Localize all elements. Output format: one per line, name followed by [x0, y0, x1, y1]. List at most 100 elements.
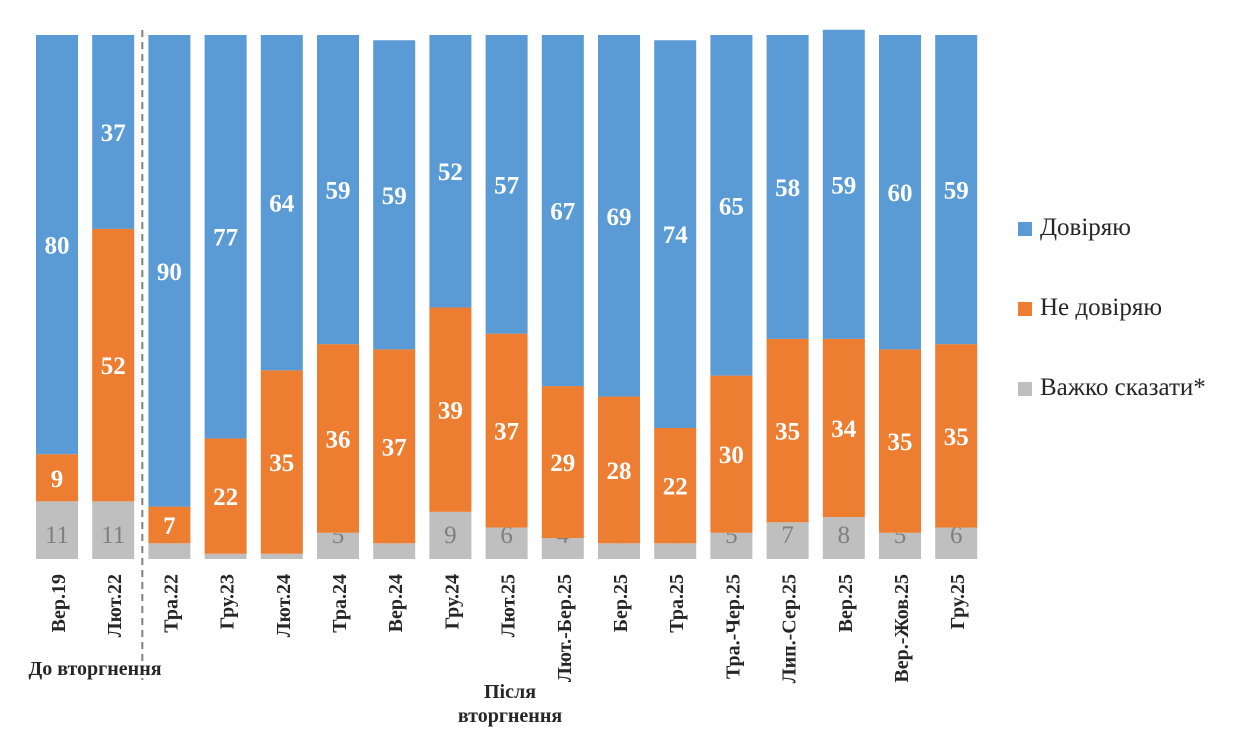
category-label: Лют.24: [273, 574, 295, 637]
category-label: Лют.22: [104, 574, 126, 637]
bar-segment: [710, 375, 753, 533]
group-label-after-invasion: Після вторгнення: [457, 681, 563, 727]
data-label: 8: [838, 522, 851, 549]
data-label: 35: [775, 419, 800, 446]
bar-segment: [92, 501, 135, 559]
bar-segment: [766, 522, 809, 559]
bar-segment: [36, 454, 78, 502]
bar-segment: [260, 35, 303, 371]
data-label: 22: [213, 484, 238, 511]
bar-segment: [92, 35, 135, 229]
legend-label-trust: Довіряю: [1040, 214, 1131, 241]
bar-segment: [429, 511, 472, 559]
bar-segment: [148, 506, 191, 544]
bar-segment: [879, 532, 921, 559]
data-label: 37: [101, 120, 126, 147]
bar-segment: [260, 370, 303, 554]
bar-segment: [654, 543, 697, 559]
bar-segment: [148, 35, 191, 507]
bar-segment: [204, 35, 247, 439]
data-label: 36: [326, 426, 351, 453]
data-label: 6: [950, 522, 963, 549]
bar-segment: [598, 35, 640, 397]
legend-swatch-hard-to-say: [1018, 382, 1032, 396]
bar-segment: [879, 35, 921, 350]
data-label: 35: [944, 424, 969, 451]
bar-segment: [935, 344, 978, 528]
data-label: 52: [438, 159, 463, 186]
category-label: Тра.25: [666, 574, 688, 633]
category-label: Лют.-Бер.25: [554, 574, 576, 682]
bar-segment: [36, 35, 78, 455]
category-label: Вер.19: [48, 574, 70, 632]
bar-segment: [148, 543, 191, 559]
bar-segment: [822, 29, 865, 339]
data-label: 9: [51, 466, 64, 493]
data-label: 67: [550, 199, 575, 226]
data-label: 60: [888, 180, 913, 207]
data-label: 77: [213, 225, 238, 252]
data-label: 7: [781, 522, 794, 549]
bar-segment: [766, 338, 809, 523]
bar-segment: [204, 553, 247, 559]
bar-segment: [710, 532, 753, 559]
category-label: Тра.-Чер.25: [722, 574, 744, 679]
data-label: 7: [163, 513, 176, 540]
data-label: 30: [719, 442, 744, 469]
category-label: Тра.22: [160, 574, 182, 633]
data-label: 39: [438, 398, 463, 425]
bar-segment: [485, 35, 528, 334]
data-label: 90: [157, 259, 182, 286]
bar-segment: [429, 35, 472, 308]
legend-swatch-distrust: [1018, 302, 1032, 316]
category-label: Тра.24: [329, 574, 351, 633]
data-label: 58: [775, 175, 800, 202]
bar-segment: [204, 438, 247, 554]
data-label: 34: [831, 416, 857, 443]
bar-segment: [317, 532, 359, 559]
category-label: Лип.-Сер.25: [779, 574, 801, 683]
data-label: 35: [888, 429, 913, 456]
data-label: 80: [45, 233, 70, 260]
data-label: 9: [444, 522, 457, 549]
data-label: 69: [607, 204, 632, 231]
bar-segment: [373, 349, 416, 544]
legend-label-distrust: Не довіряю: [1040, 294, 1163, 321]
bar-segment: [373, 40, 416, 350]
bar-segment: [541, 35, 584, 387]
bar-segment: [429, 307, 472, 512]
bar-segment: [935, 35, 978, 345]
category-label: Вер.25: [835, 574, 857, 632]
data-label: 64: [269, 191, 295, 218]
category-label: Гру.25: [947, 574, 969, 629]
data-label: 59: [382, 183, 407, 210]
data-label: 65: [719, 193, 744, 220]
bar-segment: [654, 40, 697, 429]
bar-segment: [598, 396, 640, 544]
bar-segment: [485, 527, 528, 559]
data-label: 37: [494, 419, 519, 446]
bar-segment: [654, 428, 697, 544]
data-label: 29: [550, 450, 575, 477]
stacked-bar-chart: 11980Вер.19115237Лют.223790Тра.2212277Гр…: [36, 29, 978, 683]
bar-segment: [485, 333, 528, 528]
category-label: Вер.24: [385, 574, 407, 632]
data-label: 35: [269, 450, 294, 477]
category-label: Гру.24: [441, 574, 463, 629]
bar-segment: [373, 543, 416, 559]
data-label: 37: [382, 434, 407, 461]
legend-label-hard-to-say: Важко сказати*: [1040, 374, 1206, 401]
data-label: 52: [101, 353, 126, 380]
bar-segment: [935, 527, 978, 559]
data-label: 6: [500, 522, 513, 549]
data-label: 59: [831, 172, 856, 199]
bar-segment: [598, 543, 640, 559]
data-label: 74: [663, 222, 689, 249]
bar-segment: [92, 228, 135, 502]
data-label: 11: [101, 522, 125, 549]
bar-segment: [317, 344, 359, 533]
data-label: 59: [326, 178, 351, 205]
bar-segment: [36, 501, 78, 559]
category-label: Гру.23: [217, 574, 239, 629]
category-label: Бер.25: [610, 574, 632, 632]
